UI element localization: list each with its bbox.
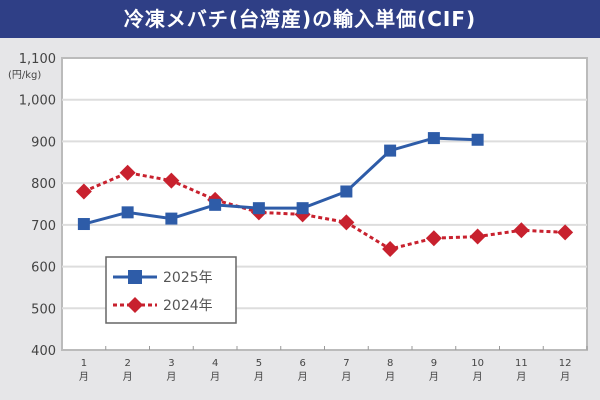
x-tick-label: 5	[256, 358, 262, 369]
data-point	[425, 230, 442, 247]
data-point	[252, 202, 265, 215]
legend-label: 2024年	[163, 298, 213, 314]
y-axis-unit: (円/kg)	[8, 70, 41, 81]
data-point	[296, 202, 309, 215]
x-tick-label: 月	[166, 371, 176, 383]
x-tick-label: 月	[210, 371, 220, 383]
y-tick-label: 800	[31, 177, 56, 192]
legend-label: 2025年	[163, 270, 213, 286]
y-tick-label: 400	[31, 344, 56, 359]
x-tick-label: 4	[212, 358, 218, 369]
legend-marker	[128, 270, 142, 284]
x-tick-label: 6	[299, 358, 305, 369]
x-tick-label: 8	[387, 358, 393, 369]
x-tick-label: 月	[560, 371, 570, 383]
x-tick-label: 11	[515, 358, 528, 369]
data-point	[121, 206, 134, 219]
data-point	[471, 133, 484, 146]
x-tick-label: 月	[79, 371, 89, 383]
data-point	[119, 164, 136, 181]
x-tick-label: 月	[385, 371, 395, 383]
legend-box	[105, 256, 237, 324]
series-line-2025年	[83, 136, 478, 226]
data-point	[209, 198, 222, 211]
data-point	[513, 222, 530, 239]
x-tick-label: 月	[298, 371, 308, 383]
x-tick-label: 月	[516, 371, 526, 383]
x-tick-label: 7	[343, 358, 349, 369]
x-tick-label: 9	[431, 358, 437, 369]
x-tick-label: 月	[473, 371, 483, 383]
data-point	[340, 185, 353, 198]
x-tick-label: 3	[168, 358, 174, 369]
data-point	[384, 144, 397, 157]
chart-title: 冷凍メバチ(台湾産)の輸入単価(CIF)	[0, 0, 600, 38]
x-tick-label: 月	[341, 371, 351, 383]
y-tick-label: 1,000	[19, 94, 56, 109]
x-tick-label: 2	[124, 358, 130, 369]
data-point	[427, 132, 440, 145]
legend: 2025年 2024年	[105, 256, 237, 324]
y-tick-label: 500	[31, 302, 56, 317]
legend-marker	[127, 297, 143, 313]
data-point	[163, 172, 180, 189]
y-tick-label: 1,100	[19, 52, 56, 67]
data-point	[75, 183, 92, 200]
data-point	[469, 228, 486, 245]
y-tick-label: 700	[31, 219, 56, 234]
y-tick-label: 600	[31, 261, 56, 276]
data-point	[77, 218, 90, 231]
data-point	[382, 241, 399, 258]
y-tick-label: 900	[31, 135, 56, 150]
x-tick-label: 10	[471, 358, 484, 369]
data-point	[338, 214, 355, 231]
x-tick-label: 12	[559, 358, 572, 369]
x-tick-label: 月	[254, 371, 264, 383]
data-point	[557, 224, 574, 241]
series-line-2024年	[83, 171, 566, 251]
x-tick-label: 月	[429, 371, 439, 383]
data-point	[165, 212, 178, 225]
x-tick-label: 1	[81, 358, 87, 369]
x-tick-label: 月	[123, 371, 133, 383]
